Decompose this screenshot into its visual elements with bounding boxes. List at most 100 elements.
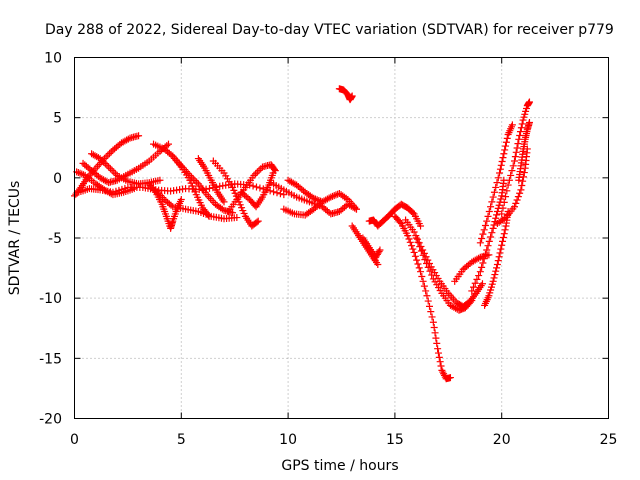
data-point: [412, 234, 420, 242]
data-point: [100, 158, 108, 166]
data-point: [517, 186, 525, 194]
chart-title: Day 288 of 2022, Sidereal Day-to-day VTE…: [45, 22, 614, 38]
data-point: [205, 184, 213, 192]
x-tick-label: 10: [279, 432, 297, 448]
data-point: [409, 209, 417, 217]
data-point: [410, 228, 418, 236]
data-point: [434, 349, 442, 357]
data-point: [311, 195, 319, 203]
data-point: [483, 246, 491, 254]
data-point: [516, 131, 524, 139]
data-point: [432, 334, 440, 342]
data-point: [150, 187, 158, 195]
data-point: [468, 287, 476, 295]
data-point: [512, 148, 520, 156]
x-tick-label: 25: [600, 432, 618, 448]
data-point: [495, 253, 503, 261]
series-arc-y: [476, 121, 516, 247]
data-point: [406, 238, 414, 246]
data-point: [436, 358, 444, 366]
data-point: [446, 374, 454, 382]
data-point: [511, 153, 519, 161]
data-point: [487, 203, 495, 211]
data-point: [488, 198, 496, 206]
data-point: [473, 275, 481, 283]
data-point: [327, 193, 335, 201]
series-arc-aa: [498, 98, 533, 218]
data-point: [468, 297, 476, 305]
data-point: [471, 291, 479, 299]
data-point: [103, 161, 111, 169]
data-point: [417, 268, 425, 276]
data-point: [414, 238, 422, 246]
data-point: [396, 218, 404, 226]
data-point: [496, 165, 504, 173]
data-point: [503, 187, 511, 195]
data-point: [348, 92, 356, 100]
data-point: [438, 366, 446, 374]
data-point: [318, 198, 326, 206]
data-point: [499, 204, 507, 212]
data-point: [313, 196, 321, 204]
data-point: [517, 124, 525, 132]
data-point: [502, 138, 510, 146]
series-arc-w: [451, 251, 493, 285]
data-point: [102, 153, 110, 161]
data-point: [490, 274, 498, 282]
data-point: [417, 222, 425, 230]
data-point: [252, 170, 260, 178]
data-point: [493, 260, 501, 268]
data-point: [270, 188, 278, 196]
data-point: [518, 120, 526, 128]
data-point: [106, 165, 114, 173]
data-point: [167, 201, 175, 209]
data-point: [485, 208, 493, 216]
series-arc-o: [280, 189, 360, 219]
data-point: [516, 128, 524, 136]
data-point: [476, 268, 484, 276]
data-point: [497, 245, 505, 253]
data-point: [493, 264, 501, 272]
data-point: [411, 252, 419, 260]
x-axis-label: GPS time / hours: [281, 458, 398, 474]
series-arc-f: [145, 180, 185, 232]
data-point: [352, 205, 360, 213]
data-point: [502, 193, 510, 201]
y-tick-label: -15: [39, 351, 62, 367]
data-point: [229, 209, 237, 217]
data-point: [475, 272, 483, 280]
data-point: [109, 188, 117, 196]
series-arc-d: [88, 150, 164, 188]
data-point: [177, 195, 185, 203]
data-point: [513, 196, 521, 204]
data-point: [375, 247, 383, 255]
data-point: [78, 170, 86, 178]
data-point: [108, 166, 116, 174]
data-point: [419, 277, 427, 285]
data-point: [415, 264, 423, 272]
data-point: [376, 246, 384, 254]
data-point: [487, 233, 495, 241]
data-point: [434, 345, 442, 353]
data-point: [421, 256, 429, 264]
data-point: [485, 237, 493, 245]
data-point: [427, 308, 435, 316]
data-point: [518, 182, 526, 190]
data-point: [500, 215, 508, 223]
data-point: [489, 224, 497, 232]
data-point: [104, 151, 112, 159]
data-point: [107, 148, 115, 156]
y-axis-label: SDTVAR / TECUs: [7, 181, 23, 296]
data-point: [409, 245, 417, 253]
data-point: [167, 151, 175, 159]
data-point: [499, 154, 507, 162]
data-point: [112, 187, 120, 195]
data-point: [249, 182, 257, 190]
series-arc-p: [284, 176, 326, 206]
axis-ticks: 0 5 10 15 20 25 -20 -15 -10 -5 0 5 10: [39, 51, 617, 449]
data-point: [220, 198, 228, 206]
data-point: [498, 157, 506, 165]
data-point: [489, 277, 497, 285]
data-point: [218, 205, 226, 213]
data-point: [233, 214, 241, 222]
